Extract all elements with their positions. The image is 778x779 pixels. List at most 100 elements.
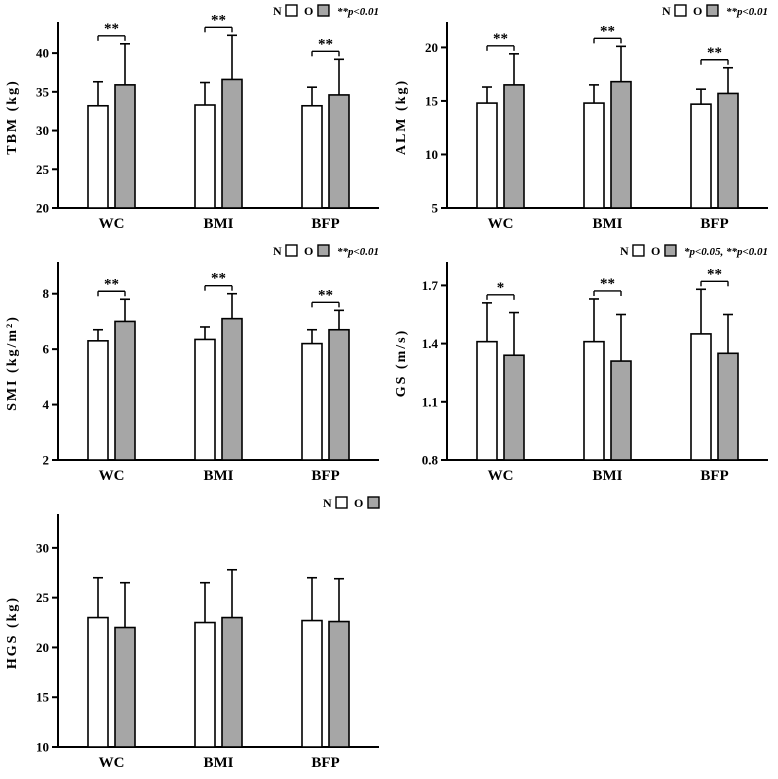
legend-o-swatch (664, 244, 677, 257)
legend-o-label: O (304, 4, 313, 18)
bar-O-WC (503, 354, 525, 461)
bar-N-WC (87, 104, 109, 209)
legend-n-label: N (323, 496, 332, 510)
y-tick-label: 1.7 (422, 278, 439, 293)
x-category-label: BFP (311, 216, 339, 232)
legend-o-label: O (304, 244, 313, 258)
legend-n-label: N (662, 4, 671, 18)
bar-O-BMI (221, 317, 243, 461)
significance-marker: ** (318, 36, 333, 52)
y-tick-label: 30 (36, 123, 49, 138)
significance-marker: ** (104, 276, 119, 292)
bar-O-BFP (717, 352, 739, 461)
significance-marker: * (497, 280, 505, 296)
x-category-label: BMI (204, 755, 234, 771)
bar-N-BMI (583, 340, 605, 461)
significance-marker: ** (600, 23, 615, 39)
x-category-label: BFP (311, 755, 339, 771)
legend: N O **p<0.01 (662, 4, 768, 18)
legend-o-label: O (354, 496, 363, 510)
chart-gs: 0.8 1.1 1.4 1.7 GS (m/s) WC * BMI ** BFP ** N O *p<0.… (389, 240, 778, 492)
legend-o-swatch (367, 496, 380, 509)
legend-note: **p<0.01 (337, 246, 379, 258)
x-category-label: BMI (593, 468, 623, 484)
y-tick-label: 1.1 (422, 394, 438, 409)
bar-N-WC (87, 616, 109, 748)
x-category-label: WC (488, 216, 514, 232)
x-category-label: BMI (204, 216, 234, 232)
significance-marker: ** (493, 31, 508, 47)
legend: N O **p<0.01 (273, 244, 379, 258)
y-tick-label: 1.4 (422, 336, 439, 351)
x-category-label: BMI (593, 216, 623, 232)
y-tick-label: 40 (36, 46, 49, 61)
legend-o-label: O (693, 4, 702, 18)
bar-N-WC (476, 340, 498, 461)
x-category-label: WC (488, 468, 514, 484)
chart-alm: 5 10 15 20 ALM (kg) WC ** BMI ** BFP ** N O **p<0.01 (389, 0, 778, 240)
y-tick-label: 20 (36, 201, 49, 216)
legend: N O **p<0.01 (273, 4, 379, 18)
bar-N-WC (476, 102, 498, 209)
y-tick-label: 8 (43, 286, 50, 301)
bar-N-BMI (194, 104, 216, 209)
significance-marker: ** (707, 45, 722, 61)
y-axis-label: TBM (kg) (5, 79, 20, 155)
y-axis-label: GS (m/s) (394, 329, 409, 398)
legend-o-swatch (706, 4, 719, 17)
chart-tbm: 20 25 30 35 40 TBM (kg) WC ** BMI ** BFP ** N O **p<0.… (0, 0, 389, 240)
bar-O-WC (503, 84, 525, 209)
x-category-label: BMI (204, 468, 234, 484)
bar-O-BFP (328, 620, 350, 748)
bar-O-BMI (610, 80, 632, 209)
y-axis-label: SMI (kg/m²) (5, 315, 20, 411)
bar-N-BFP (690, 103, 712, 209)
y-tick-label: 20 (36, 640, 49, 655)
chart-smi-svg: 2 4 6 8 SMI (kg/m²) WC ** BMI ** BFP ** N O **p<0.01 (5, 244, 379, 484)
bar-O-BMI (610, 360, 632, 461)
bar-O-BMI (221, 616, 243, 748)
x-category-label: BFP (311, 468, 339, 484)
bar-N-BMI (583, 102, 605, 209)
y-tick-label: 25 (36, 590, 50, 605)
y-axis-label: HGS (kg) (5, 596, 20, 669)
empty-cell (389, 492, 778, 779)
chart-alm-svg: 5 10 15 20 ALM (kg) WC ** BMI ** BFP ** N O **p<0.01 (394, 4, 768, 232)
bar-O-WC (114, 84, 136, 209)
y-tick-label: 5 (432, 201, 439, 216)
x-category-label: WC (99, 468, 125, 484)
y-tick-label: 20 (425, 40, 438, 55)
legend-n-swatch (674, 4, 687, 17)
significance-marker: ** (211, 12, 226, 28)
bar-O-WC (114, 320, 136, 461)
significance-marker: ** (104, 21, 119, 37)
y-tick-label: 10 (36, 740, 49, 755)
bar-N-BFP (301, 342, 323, 461)
y-tick-label: 30 (36, 540, 49, 555)
x-category-label: WC (99, 755, 125, 771)
y-tick-label: 0.8 (422, 453, 439, 468)
legend-o-swatch (317, 4, 330, 17)
x-category-label: BFP (700, 216, 728, 232)
significance-marker: ** (600, 276, 615, 292)
legend-n-label: N (620, 244, 629, 258)
bar-O-BMI (221, 78, 243, 209)
y-tick-label: 10 (425, 147, 438, 162)
y-tick-label: 15 (36, 690, 50, 705)
legend-note: *p<0.05, **p<0.01 (684, 246, 768, 258)
y-tick-label: 15 (425, 93, 439, 108)
x-category-label: WC (99, 216, 125, 232)
bar-N-BMI (194, 338, 216, 461)
y-tick-label: 2 (43, 453, 50, 468)
significance-marker: ** (318, 287, 333, 303)
bar-N-BFP (301, 104, 323, 209)
legend-n-label: N (273, 4, 282, 18)
bar-N-BFP (690, 333, 712, 461)
chart-gs-svg: 0.8 1.1 1.4 1.7 GS (m/s) WC * BMI ** BFP ** N O *p<0.… (394, 244, 768, 484)
y-axis-label: ALM (kg) (394, 79, 409, 155)
bar-O-BFP (328, 94, 350, 209)
bar-O-BFP (328, 328, 350, 461)
